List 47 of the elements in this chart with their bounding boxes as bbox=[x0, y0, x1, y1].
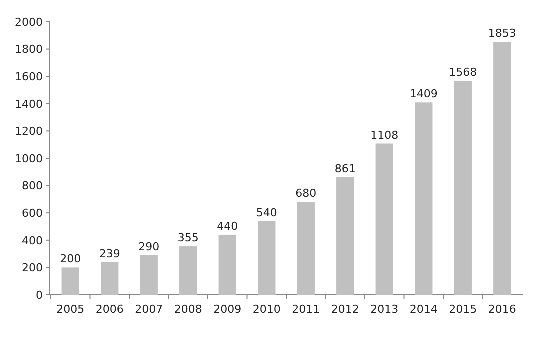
data-label: 540 bbox=[256, 206, 278, 220]
data-label: 355 bbox=[178, 232, 199, 245]
x-tick-label: 2011 bbox=[292, 303, 320, 316]
bar bbox=[336, 177, 354, 295]
y-tick-label: 0 bbox=[36, 288, 43, 302]
bar bbox=[454, 80, 472, 295]
y-tick-label: 1600 bbox=[15, 70, 43, 84]
bar bbox=[494, 42, 512, 295]
bar bbox=[218, 234, 236, 295]
bar bbox=[180, 246, 198, 295]
data-label: 1853 bbox=[488, 27, 516, 40]
x-tick-label: 2010 bbox=[252, 303, 281, 316]
data-label: 440 bbox=[217, 220, 238, 233]
y-tick-label: 600 bbox=[22, 206, 43, 220]
bar bbox=[258, 221, 276, 295]
x-tick-label: 2008 bbox=[174, 303, 202, 316]
y-tick-label: 200 bbox=[22, 262, 43, 275]
data-label: 290 bbox=[138, 240, 160, 254]
bar bbox=[101, 262, 119, 295]
x-tick-label: 2012 bbox=[331, 303, 360, 316]
data-label: 1108 bbox=[370, 128, 399, 142]
y-tick-label: 400 bbox=[22, 234, 43, 248]
x-tick-label: 2016 bbox=[488, 303, 516, 316]
bar bbox=[297, 202, 315, 295]
y-tick-label: 800 bbox=[22, 180, 43, 193]
x-tick-label: 2013 bbox=[370, 303, 399, 316]
data-label: 1568 bbox=[449, 66, 478, 79]
bar bbox=[140, 255, 158, 295]
x-tick-label: 2006 bbox=[96, 303, 124, 316]
x-tick-label: 2005 bbox=[56, 303, 85, 316]
y-tick-label: 2000 bbox=[15, 16, 43, 29]
bar bbox=[376, 144, 394, 295]
x-tick-label: 2009 bbox=[214, 303, 242, 316]
data-label: 239 bbox=[99, 247, 120, 260]
x-tick-label: 2007 bbox=[135, 303, 164, 316]
data-label: 861 bbox=[334, 162, 356, 176]
x-tick-label: 2015 bbox=[449, 303, 478, 316]
y-tick-label: 1200 bbox=[15, 125, 43, 138]
bar bbox=[415, 102, 433, 295]
y-tick-label: 1000 bbox=[15, 152, 43, 166]
data-label: 680 bbox=[296, 187, 317, 200]
data-label: 1409 bbox=[410, 88, 438, 101]
data-label: 200 bbox=[60, 252, 82, 266]
bar bbox=[62, 268, 80, 295]
x-tick-label: 2014 bbox=[410, 303, 438, 316]
y-tick-label: 1400 bbox=[15, 98, 43, 111]
y-tick-label: 1800 bbox=[15, 43, 43, 56]
